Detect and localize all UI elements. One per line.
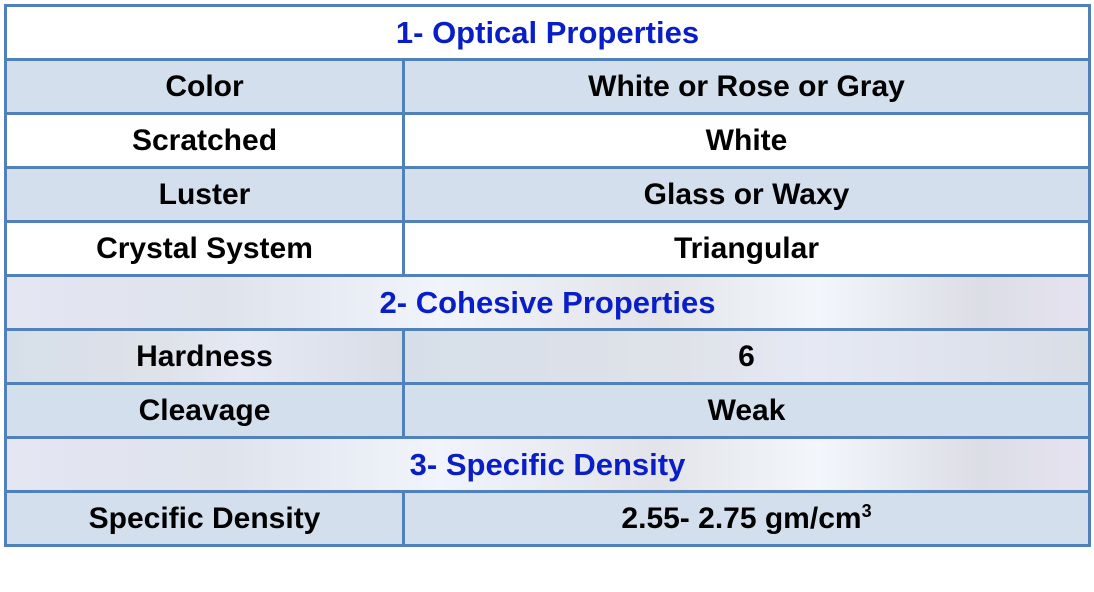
section-header-row: 2- Cohesive Properties bbox=[4, 274, 1091, 331]
property-value-cell: 2.55- 2.75 gm/cm3 bbox=[402, 490, 1091, 547]
section-title: 3- Specific Density bbox=[4, 436, 1091, 493]
property-label: Luster bbox=[4, 166, 405, 223]
mineral-properties-table: 1- Optical Properties Color White or Rose… bbox=[4, 4, 1091, 547]
table-row: Color White or Rose or Gray bbox=[4, 58, 1091, 115]
property-value: White or Rose or Gray bbox=[402, 58, 1091, 115]
section-header-row: 3- Specific Density bbox=[4, 436, 1091, 493]
property-label: Hardness bbox=[4, 328, 405, 385]
table-row: Hardness 6 bbox=[4, 328, 1091, 385]
section-title: 1- Optical Properties bbox=[4, 4, 1091, 61]
property-value: 6 bbox=[402, 328, 1091, 385]
table-row: Luster Glass or Waxy bbox=[4, 166, 1091, 223]
property-value: White bbox=[402, 112, 1091, 169]
property-label: Crystal System bbox=[4, 220, 405, 277]
property-value: Glass or Waxy bbox=[402, 166, 1091, 223]
property-value: Weak bbox=[402, 382, 1091, 439]
section-title: 2- Cohesive Properties bbox=[4, 274, 1091, 331]
section-header-row: 1- Optical Properties bbox=[4, 4, 1091, 61]
superscript: 3 bbox=[861, 501, 872, 521]
table-row: Scratched White bbox=[4, 112, 1091, 169]
property-value: 2.55- 2.75 gm/cm bbox=[621, 502, 862, 535]
property-label: Cleavage bbox=[4, 382, 405, 439]
table-row: Specific Density 2.55- 2.75 gm/cm3 bbox=[4, 490, 1091, 547]
property-label: Specific Density bbox=[4, 490, 405, 547]
table-row: Cleavage Weak bbox=[4, 382, 1091, 439]
property-label: Scratched bbox=[4, 112, 405, 169]
property-value: Triangular bbox=[402, 220, 1091, 277]
table-row: Crystal System Triangular bbox=[4, 220, 1091, 277]
property-label: Color bbox=[4, 58, 405, 115]
